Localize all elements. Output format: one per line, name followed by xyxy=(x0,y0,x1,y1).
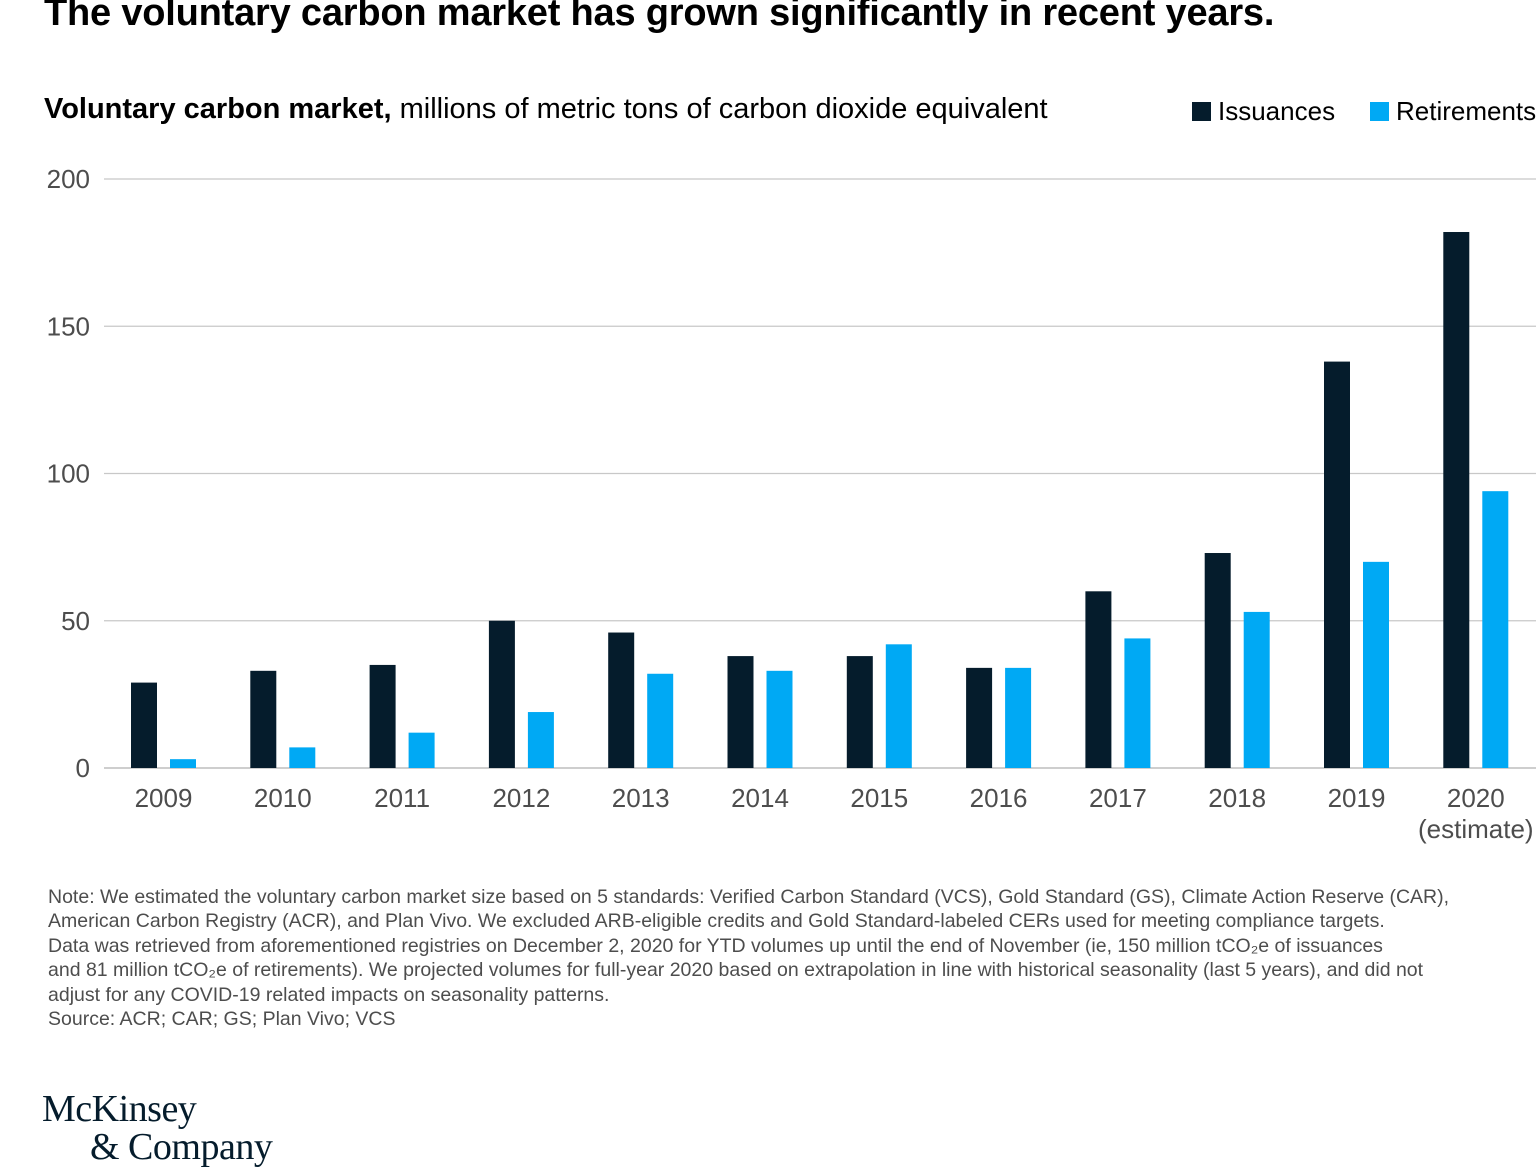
legend-label-retirements: Retirements xyxy=(1396,96,1536,126)
chart-headline: The voluntary carbon market has grown si… xyxy=(44,0,1275,34)
x-tick-label: 2011 xyxy=(374,783,430,813)
retirement-bar xyxy=(408,732,435,768)
y-tick-label: 150 xyxy=(47,311,90,341)
x-tick-label: 2020 xyxy=(1447,783,1505,813)
x-tick-label: 2010 xyxy=(254,783,312,813)
x-tick-label: 2018 xyxy=(1208,783,1266,813)
bar-chart: 0 50 100 150 200 2009 2010 2011 2012 2013 2014 201… xyxy=(47,164,1536,844)
retirement-bar xyxy=(1482,491,1509,768)
retirement-bar xyxy=(1124,638,1151,768)
issuance-bar xyxy=(966,667,993,768)
x-tick-label: 2013 xyxy=(612,783,670,813)
issuance-bar xyxy=(1204,553,1231,768)
y-axis-ticks: 0 50 100 150 200 xyxy=(47,164,90,783)
subtitle-rest: millions of metric tons of carbon dioxid… xyxy=(391,93,1048,125)
logo-line-2: & Company xyxy=(90,1126,273,1168)
issuance-bar xyxy=(250,670,277,768)
issuance-bar xyxy=(846,656,873,768)
source-line: Source: ACR; CAR; GS; Plan Vivo; VCS xyxy=(48,1008,396,1031)
note-line: adjust for any COVID-19 related impacts … xyxy=(48,983,610,1006)
note-line: Data was retrieved from aforementioned r… xyxy=(48,934,1383,957)
retirement-bar xyxy=(885,644,912,768)
footnote: Note: We estimated the voluntary carbon … xyxy=(48,885,1532,1031)
x-tick-label: 2019 xyxy=(1328,783,1386,813)
subtitle-bold: Voluntary carbon market, xyxy=(44,93,392,125)
x-tick-label: 2015 xyxy=(850,783,908,813)
issuance-bar xyxy=(1443,232,1470,768)
gridlines xyxy=(104,178,1536,769)
legend-label-issuances: Issuances xyxy=(1218,96,1336,126)
x-tick-label: 2012 xyxy=(492,783,550,813)
bars xyxy=(131,232,1509,768)
retirement-bar xyxy=(766,670,793,768)
chart-subtitle: Voluntary carbon market, millions of met… xyxy=(44,93,1048,126)
x-tick-label: 2017 xyxy=(1089,783,1147,813)
note-line: American Carbon Registry (ACR), and Plan… xyxy=(48,910,1385,933)
retirement-bar xyxy=(1243,611,1270,768)
y-tick-label: 100 xyxy=(47,459,90,489)
mckinsey-logo: McKinsey & Company xyxy=(42,1088,273,1168)
issuance-bar xyxy=(369,664,396,768)
x-tick-label: 2009 xyxy=(135,783,193,813)
x-tick-label: 2016 xyxy=(970,783,1028,813)
note-line: Note: We estimated the voluntary carbon … xyxy=(48,886,1450,908)
y-tick-label: 0 xyxy=(76,753,90,783)
y-tick-label: 200 xyxy=(47,164,90,194)
note-line: and 81 million tCO₂e of retirements). We… xyxy=(48,959,1424,982)
legend-retirements: Retirements xyxy=(1370,96,1536,127)
retirement-bar xyxy=(170,759,196,768)
x-tick-label: 2014 xyxy=(731,783,789,813)
retirement-bar xyxy=(527,712,554,768)
retirement-bar xyxy=(1005,667,1032,768)
issuance-bar xyxy=(1085,591,1112,768)
issuance-bar xyxy=(727,656,754,768)
legend-issuances: Issuances xyxy=(1192,96,1335,127)
retirement-bar xyxy=(1363,561,1389,768)
legend-swatch-issuances xyxy=(1192,102,1211,121)
legend-swatch-retirements xyxy=(1370,102,1389,121)
x-tick-sublabel: (estimate) xyxy=(1418,814,1534,844)
issuance-bar xyxy=(488,620,515,768)
x-axis-ticks: 2009 2010 2011 2012 2013 2014 2015 2016 2017 2018… xyxy=(135,783,1534,844)
retirement-bar xyxy=(289,747,316,768)
issuance-bar xyxy=(1324,361,1350,768)
retirement-bar xyxy=(647,673,674,768)
y-tick-label: 50 xyxy=(61,606,90,636)
issuance-bar xyxy=(608,632,635,768)
logo-line-1: McKinsey xyxy=(42,1088,197,1130)
issuance-bar xyxy=(131,682,157,768)
